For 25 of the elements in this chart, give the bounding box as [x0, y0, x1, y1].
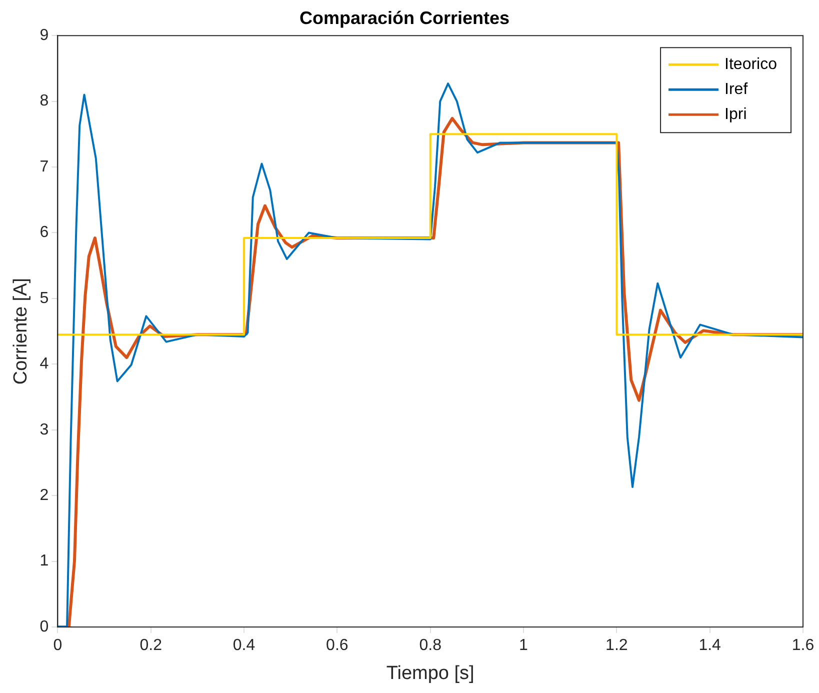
y-tick-label: 4 — [40, 356, 49, 373]
x-tick-label: 0.8 — [419, 637, 442, 654]
x-tick-label: 1.4 — [698, 637, 722, 654]
x-tick-label: 1.6 — [792, 637, 814, 654]
x-tick-label: 0.4 — [232, 637, 256, 654]
x-tick-label: 1 — [519, 637, 528, 654]
y-tick-label: 5 — [40, 290, 49, 307]
y-tick-label: 0 — [40, 618, 49, 636]
x-tick-label: 0.2 — [140, 637, 162, 654]
x-tick-label: 0 — [53, 637, 62, 654]
x-tick-label: 1.2 — [606, 637, 628, 654]
x-tick-label: 0.6 — [326, 637, 348, 654]
x-axis-title: Tiempo [s] — [386, 662, 474, 684]
chart-title: Comparación Corrientes — [299, 8, 510, 28]
y-tick-label: 3 — [40, 421, 49, 438]
y-tick-label: 9 — [40, 27, 49, 44]
legend-label: Iref — [724, 81, 748, 98]
legend-label: Ipri — [724, 106, 747, 124]
y-tick-label: 1 — [40, 552, 49, 570]
legend-label: Iteorico — [724, 56, 778, 74]
y-tick-label: 6 — [40, 224, 49, 242]
y-tick-label: 7 — [40, 158, 49, 176]
y-tick-label: 2 — [40, 486, 49, 504]
y-axis-title: Corriente [A] — [10, 278, 32, 385]
y-tick-label: 8 — [40, 92, 49, 110]
